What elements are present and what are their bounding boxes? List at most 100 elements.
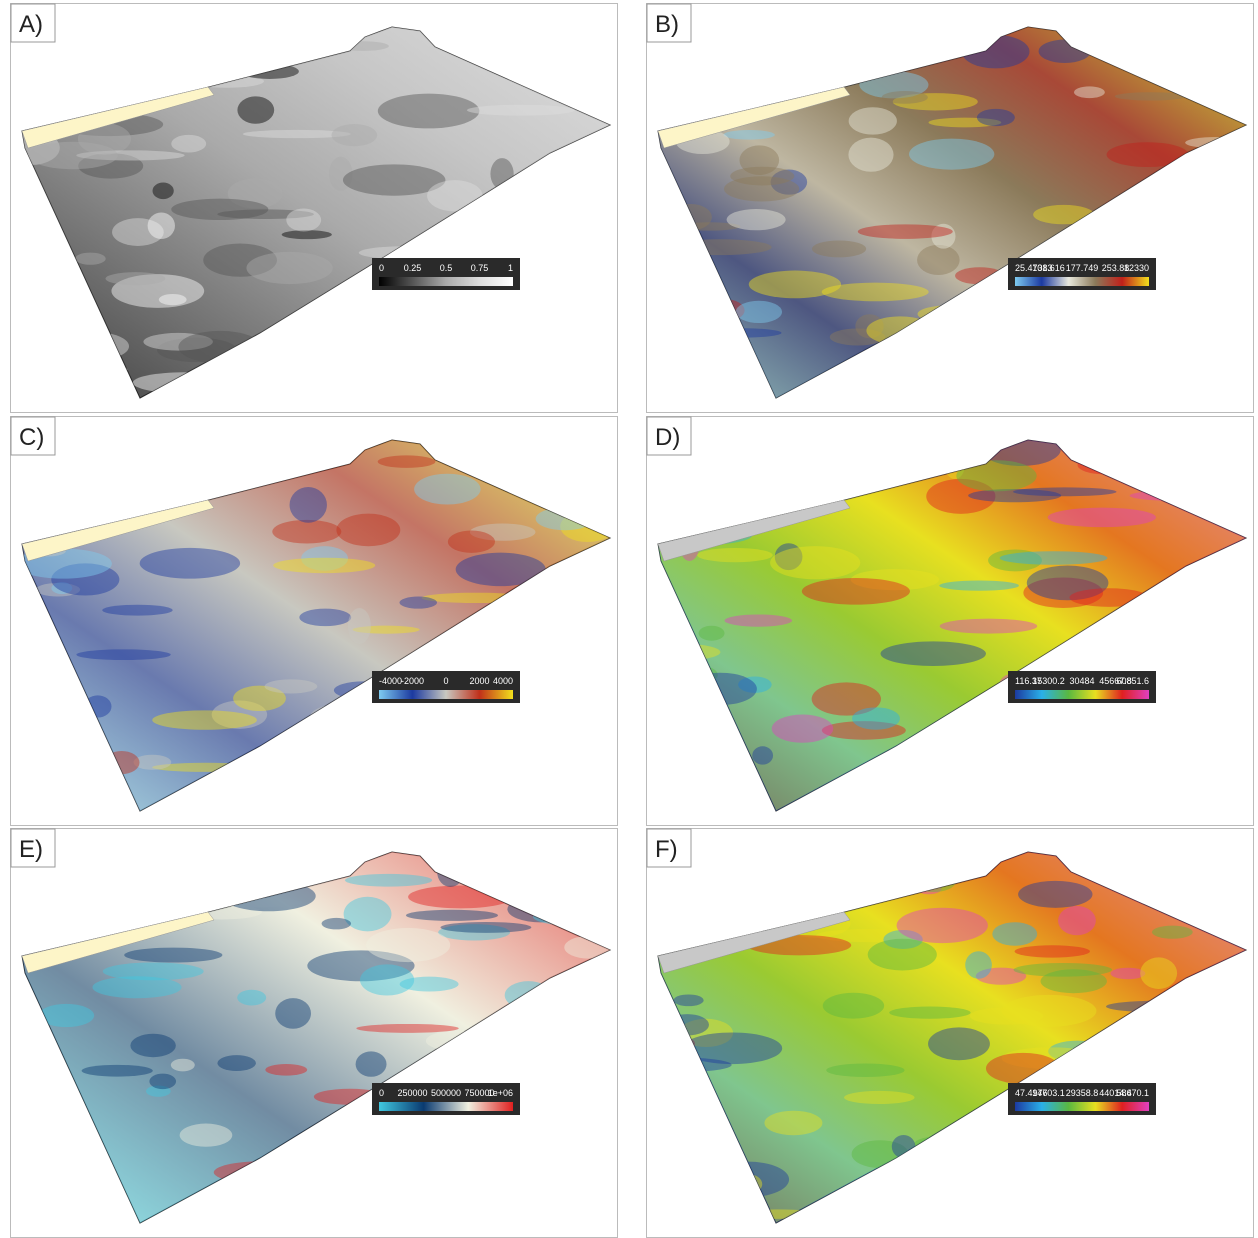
panel: C)-4000-2000020004000 — [10, 416, 618, 826]
surface-patch — [1000, 551, 1108, 564]
surface-patch — [273, 558, 375, 573]
colorbar-tick-label: 14703.1 — [1032, 1088, 1065, 1098]
surface-patch — [217, 1055, 256, 1071]
surface-patch — [826, 1063, 904, 1077]
surface-patch — [802, 578, 910, 605]
surface-patch — [356, 1051, 387, 1076]
surface-patch — [102, 605, 172, 616]
surface-patch — [674, 994, 704, 1006]
surface-patch — [992, 922, 1037, 946]
surface-patch — [1152, 926, 1193, 939]
surface-patch — [882, 91, 928, 104]
surface-patch — [148, 213, 175, 239]
surface-patch — [723, 130, 774, 140]
surface-patch — [1110, 968, 1145, 979]
surface-patch — [344, 897, 392, 932]
surface-patch — [909, 139, 994, 170]
panel-label: C) — [19, 424, 44, 451]
surface-patch — [322, 918, 351, 930]
panel: B)25.47383101.616177.749253.8812330 — [646, 3, 1254, 413]
surface-patch — [406, 910, 498, 921]
colorbar-tick-label: 0.5 — [440, 263, 453, 273]
surface-patch — [1041, 969, 1107, 993]
colorbar-tick-label: 1 — [508, 263, 513, 273]
surface-patch — [697, 548, 773, 562]
surface-patch — [1074, 86, 1105, 98]
colorbar — [379, 277, 513, 286]
surface-patch — [28, 142, 118, 169]
colorbar — [1015, 277, 1149, 286]
surface-patch — [366, 928, 450, 962]
panel-canvas: B)25.47383101.616177.749253.8812330 — [646, 3, 1254, 413]
surface-patch — [331, 124, 377, 146]
colorbar-tick-label: -4000 — [379, 676, 402, 686]
colorbar-tick-label: 1e+06 — [488, 1088, 513, 1098]
surface-patch — [130, 1034, 175, 1057]
surface-patch — [917, 245, 960, 275]
surface-patch — [849, 107, 897, 134]
surface-patch — [725, 614, 792, 626]
surface-patch — [1015, 945, 1090, 957]
surface-patch — [772, 715, 834, 743]
colorbar-tick-label: 58670.1 — [1116, 1088, 1149, 1098]
surface-patch — [1058, 906, 1096, 935]
surface-patch — [237, 990, 266, 1006]
surface-patch — [275, 998, 311, 1029]
surface-patch — [272, 520, 341, 544]
panel-label: B) — [655, 11, 679, 38]
surface-patch — [360, 964, 414, 995]
surface-patch — [103, 963, 204, 981]
panel: A) 0 0.25 0.5 0.75 1 — [10, 3, 618, 413]
colorbar-tick-label: 0.75 — [471, 263, 489, 273]
surface-patch — [727, 209, 786, 230]
surface-patch — [152, 710, 257, 729]
surface-patch — [345, 874, 432, 887]
surface-patch — [852, 707, 900, 729]
surface-patch — [965, 951, 992, 979]
surface-patch — [159, 294, 187, 305]
colorbar — [1015, 690, 1149, 699]
panel-label: A) — [19, 11, 43, 38]
surface-patch — [378, 455, 436, 468]
colorbar-tick-label: 15300.2 — [1032, 676, 1065, 686]
surface-patch — [812, 240, 866, 257]
colorbar-tick-label: 0.25 — [404, 263, 422, 273]
panel-canvas: A) 0 0.25 0.5 0.75 1 — [10, 3, 618, 413]
colorbar-tick-label: -2000 — [401, 676, 424, 686]
surface-patch — [858, 224, 953, 239]
colorbar-tick-label: 60851.6 — [1116, 676, 1149, 686]
surface-patch — [730, 167, 794, 186]
panel-label: F) — [655, 836, 678, 863]
panel-canvas: F)47.497614703.129358.844014.458670.1 — [646, 828, 1254, 1238]
surface-patch — [246, 252, 332, 284]
colorbar-tick-label: 0 — [379, 263, 384, 273]
figure: A) 0 0.25 0.5 0.75 1 B)25.47383101.616177.7492… — [0, 0, 1258, 1235]
panel-label: E) — [19, 836, 43, 863]
surface-patch — [897, 908, 988, 943]
surface-patch — [440, 922, 531, 933]
surface-patch — [977, 109, 1015, 126]
surface-patch — [414, 474, 480, 505]
surface-patch — [699, 626, 725, 641]
surface-patch — [336, 514, 400, 547]
surface-patch — [881, 641, 986, 666]
surface-patch — [889, 1006, 970, 1018]
surface-patch — [171, 1059, 195, 1072]
surface-patch — [1048, 508, 1156, 528]
colorbar-tick-label: 0 — [379, 1088, 384, 1098]
colorbar-tick-label: 177.749 — [1066, 263, 1099, 273]
surface-patch — [124, 948, 222, 963]
surface-patch — [356, 1024, 458, 1033]
colorbar-tick-label: 500000 — [431, 1088, 461, 1098]
surface-patch — [736, 301, 782, 323]
colorbar-tick-label: 101.616 — [1032, 263, 1065, 273]
surface-patch — [171, 135, 206, 153]
surface-patch — [82, 1065, 153, 1077]
surface-patch — [282, 230, 332, 239]
surface-patch — [180, 1124, 233, 1147]
surface-patch — [1140, 957, 1177, 989]
surface-patch — [153, 183, 174, 200]
surface-patch — [140, 548, 240, 579]
